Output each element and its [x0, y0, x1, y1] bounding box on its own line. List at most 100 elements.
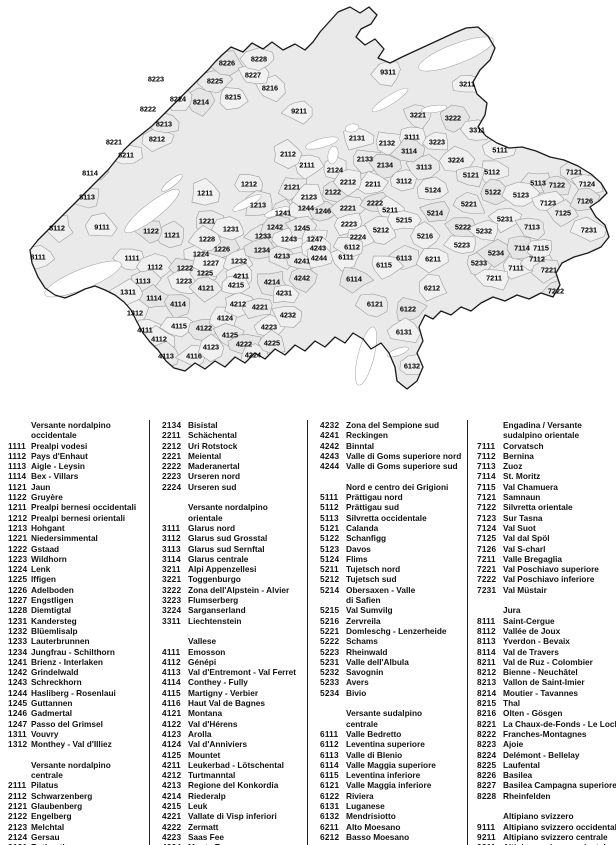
- legend-item-code: 9111: [477, 821, 496, 832]
- legend-item-5222: 5222 Schams: [308, 636, 467, 646]
- legend-item-code: 2212: [162, 440, 182, 451]
- legend-item-name: Basso Moesano: [346, 831, 410, 842]
- map-region-label-5111: 5111: [492, 146, 507, 155]
- legend-group-header: Altipiano svizzero: [468, 811, 616, 821]
- legend-item-name: Val Poschiavo superiore: [503, 564, 599, 575]
- map-region-label-5234: 5234: [488, 249, 505, 258]
- map-region-label-4213: 4213: [274, 252, 290, 261]
- legend-item-code: 2222: [162, 461, 182, 472]
- map-region-label-1223: 1223: [176, 277, 192, 286]
- region-cell-3224: [439, 145, 476, 172]
- map-region-label-4112: 4112: [151, 335, 167, 344]
- legend-spacer: [0, 750, 149, 760]
- legend-item-8113: 8113 Yverdon - Bevaix: [468, 636, 616, 646]
- map-region-label-6112: 6112: [344, 243, 360, 252]
- legend-item-code: 1245: [8, 698, 28, 709]
- map-region-label-3221: 3221: [410, 111, 426, 120]
- legend-item-name: Montana: [188, 708, 223, 719]
- legend-item-3221: 3221 Toggenburgo: [150, 574, 307, 584]
- legend-item-code: 4123: [162, 728, 182, 739]
- legend-item-name: Monte Rosa: [188, 842, 307, 845]
- region-cell-5231: [487, 207, 523, 234]
- map-region-label-4231: 4231: [276, 289, 292, 298]
- legend-item-code: 2211: [162, 430, 181, 441]
- legend-item-name: St. Moritz: [503, 471, 541, 482]
- legend-item-4244: 4244 Valle di Goms superiore sud: [308, 461, 467, 471]
- map-region-label-8226: 8226: [219, 59, 235, 68]
- map-region-label-5123: 5123: [513, 191, 529, 200]
- map-region-label-1226: 1226: [214, 245, 230, 254]
- legend-item-7126: 7126 Val S-charl: [468, 544, 616, 554]
- map-region-label-7115: 7115: [533, 244, 549, 253]
- legend-item-name: Flims: [346, 553, 368, 564]
- legend-item-code: 1243: [8, 677, 28, 688]
- legend-item-code: 8221: [477, 718, 497, 729]
- legend-item-1221: 1221 Niedersimmental: [0, 533, 149, 543]
- legend-item-5113: 5113 Silvretta occidentale: [308, 513, 467, 523]
- map-region-label-4212: 4212: [230, 300, 246, 309]
- region-cell-4221: [241, 297, 273, 319]
- legend-column-1: Versante nordalpino occidentale 1111 Preal…: [0, 420, 149, 845]
- map-region-label-4244: 4244: [311, 254, 328, 263]
- legend-item-name: Schreckhorn: [31, 677, 82, 688]
- legend-item-name: Silvretta orientale: [503, 502, 573, 513]
- legend-item-name: Val Poschiavo inferiore: [503, 574, 595, 585]
- legend-item-name: Val de Ruz - Colombier: [503, 656, 593, 667]
- region-cell-4121: [188, 276, 223, 303]
- legend-item-code: 2121: [8, 800, 28, 811]
- legend-item-code: 1232: [8, 625, 28, 636]
- legend-item-name: Glarus sud Sernftal: [188, 543, 265, 554]
- legend-item-7122: 7122 Silvretta orientale: [468, 502, 616, 512]
- legend-group-title: Vallese: [188, 636, 217, 647]
- legend-item-code: 7112: [477, 450, 496, 461]
- map-region-label-7211: 7211: [486, 274, 502, 283]
- legend-item-name: Valle dell'Albula: [346, 656, 409, 667]
- legend-item-code: 1111: [8, 440, 26, 451]
- legend-item-code: 1241: [8, 656, 28, 667]
- map-region-label-1312: 1312: [127, 309, 143, 318]
- legend-item-name: Calanda: [346, 522, 379, 533]
- legend-item-code: 6111: [320, 728, 339, 739]
- legend-item-name: Lenk: [31, 564, 51, 575]
- map-region-label-4114: 4114: [170, 300, 187, 309]
- legend-item-code: 3224: [162, 605, 182, 616]
- legend-item-code: 8213: [477, 677, 497, 688]
- legend-group-title: Versante sudalpino centrale: [346, 708, 423, 729]
- legend-item-code: 3211: [162, 564, 181, 575]
- legend-item-name: Mountet: [188, 749, 221, 760]
- legend-item-code: 4222: [162, 821, 182, 832]
- legend-item-1234: 1234 Jungfrau - Schilthorn: [0, 647, 149, 657]
- legend-item-8221: 8221 La Chaux-de-Fonds - Le Locle: [468, 719, 616, 729]
- legend-item-code: 4212: [162, 770, 182, 781]
- legend-item-code: 8227: [477, 780, 497, 791]
- lake-11: [355, 326, 377, 386]
- legend-item-name: Saas Fee: [188, 831, 224, 842]
- legend-item-name: Vallate di Visp inferiori: [188, 811, 277, 822]
- legend-item-6122: 6122 Riviera: [308, 791, 467, 801]
- map-region-label-5121: 5121: [463, 171, 479, 180]
- legend-item-code: 4211: [162, 759, 181, 770]
- legend-item-5232: 5232 Savognin: [308, 667, 467, 677]
- region-cell-5121: [456, 166, 486, 188]
- map-region-label-5113: 5113: [530, 179, 546, 188]
- legend-item-name: Gstaad: [31, 543, 60, 554]
- legend-item-2123: 2123 Melchtal: [0, 822, 149, 832]
- legend-item-name: Pilatus: [31, 780, 59, 791]
- legend-item-3113: 3113 Glarus sud Sernftal: [150, 544, 307, 554]
- map-region-label-2211: 2211: [365, 180, 381, 189]
- lake-6: [327, 145, 339, 165]
- legend-item-code: 4125: [162, 749, 182, 760]
- legend-item-name: Val Chamuera: [503, 481, 558, 492]
- legend-item-code: 3222: [162, 584, 182, 595]
- map-region-label-8113: 8113: [79, 193, 95, 202]
- legend-item-name: Val d'Anniviers: [188, 739, 248, 750]
- legend-item-code: 5215: [320, 605, 340, 616]
- legend-item-5216: 5216 Zervreila: [308, 616, 467, 626]
- legend-item-name: Riviera: [346, 790, 374, 801]
- region-cell-6121: [354, 293, 389, 318]
- legend-item-code: 1212: [8, 512, 28, 523]
- legend-group-header: Versante nordalpino occidentale: [0, 420, 149, 441]
- map-region-label-4241: 4241: [294, 257, 310, 266]
- legend-item-7123: 7123 Sur Tasna: [468, 513, 616, 523]
- region-cell-5123: [501, 181, 541, 207]
